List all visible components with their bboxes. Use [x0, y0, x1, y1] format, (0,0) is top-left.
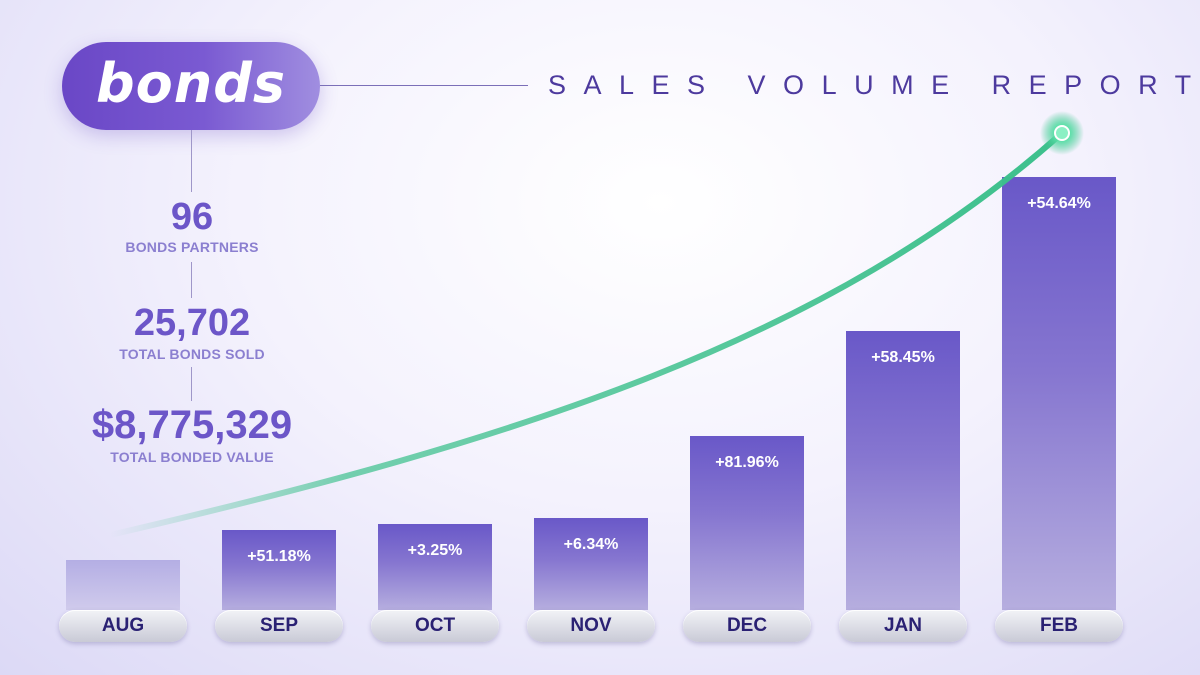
logo-wordmark: bonds — [96, 51, 286, 115]
stats-connector-2 — [191, 262, 192, 298]
bar-growth-label-dec: +81.96% — [715, 454, 779, 471]
bar-growth-label-sep: +51.18% — [247, 548, 311, 565]
month-label-sep: SEP — [215, 610, 343, 642]
trend-endpoint-dot — [1054, 125, 1070, 141]
bar-feb — [1002, 177, 1116, 610]
stat-value-value: $8,775,329 — [91, 403, 293, 447]
bar-nov — [534, 518, 648, 610]
stat-sold-label: TOTAL BONDS SOLD — [119, 346, 265, 362]
bar-aug — [66, 560, 180, 610]
stat-value-label: TOTAL BONDED VALUE — [110, 449, 274, 465]
month-label-oct: OCT — [371, 610, 499, 642]
stats-connector-3 — [191, 367, 192, 401]
bar-growth-label-feb: +54.64% — [1027, 195, 1091, 212]
month-label-dec: DEC — [683, 610, 811, 642]
bar-growth-label-jan: +58.45% — [871, 349, 935, 366]
trend-line — [107, 130, 1065, 538]
stat-partners-label: BONDS PARTNERS — [125, 239, 259, 255]
stats-connector-1 — [191, 130, 192, 192]
bar-sep — [222, 530, 336, 610]
stat-partners-value: 96 — [170, 196, 214, 238]
bonds-logo: bonds — [62, 42, 320, 130]
bar-growth-label-oct: +3.25% — [407, 542, 463, 559]
report-title: SALES VOLUME REPORT — [548, 70, 1200, 100]
bar-dec — [690, 436, 804, 610]
bar-jan — [846, 331, 960, 610]
title-connector-line — [320, 85, 528, 86]
month-label-jan: JAN — [839, 610, 967, 642]
stat-sold-value: 25,702 — [133, 302, 251, 344]
month-label-aug: AUG — [59, 610, 187, 642]
month-label-feb: FEB — [995, 610, 1123, 642]
bar-growth-label-nov: +6.34% — [563, 536, 619, 553]
bar-oct — [378, 524, 492, 610]
month-label-nov: NOV — [527, 610, 655, 642]
